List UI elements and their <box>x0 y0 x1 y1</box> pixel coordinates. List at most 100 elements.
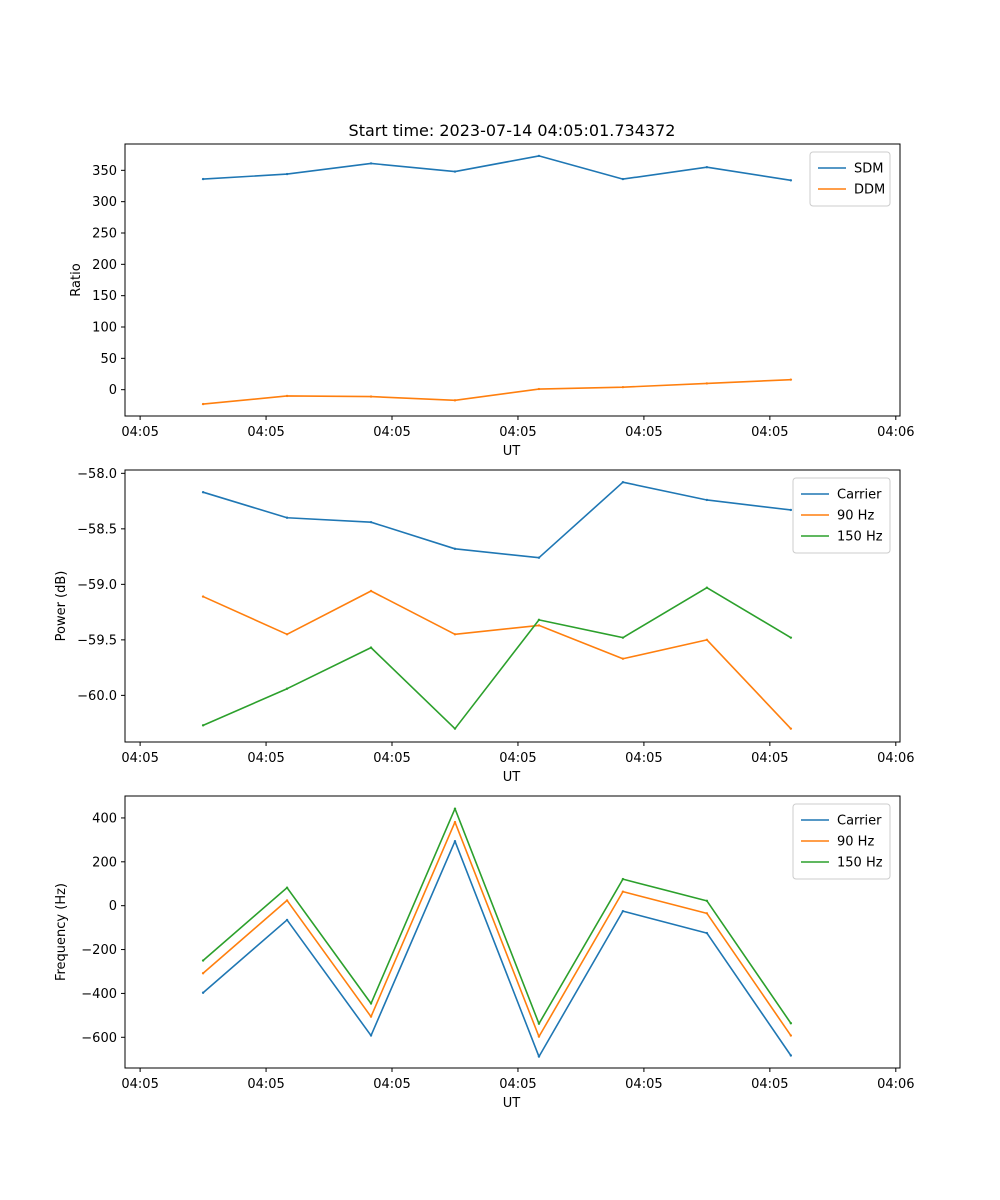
data-point <box>453 807 457 810</box>
legend-label: 90 Hz <box>837 835 874 850</box>
x-tick-label: 04:06 <box>877 425 914 440</box>
series-line-carrier <box>202 840 792 1058</box>
legend-box <box>792 803 891 880</box>
x-tick-label: 04:05 <box>751 751 788 766</box>
y-tick-label: 0 <box>109 899 117 914</box>
x-tick-label: 04:05 <box>247 1077 284 1092</box>
legend: Carrier 90 Hz 150 Hz <box>792 803 891 880</box>
legend-label: Carrier <box>837 814 882 829</box>
data-point <box>705 586 709 589</box>
x-tick-label: 04:06 <box>877 1077 914 1092</box>
x-tick-label: 04:05 <box>751 425 788 440</box>
chart-title: Start time: 2023-07-14 04:05:01.734372 <box>349 121 676 140</box>
data-point <box>369 1002 373 1005</box>
y-axis-label: Power (dB) <box>54 571 69 642</box>
x-tick-label: 04:05 <box>121 1077 158 1092</box>
data-point <box>201 972 205 975</box>
x-tick-label: 04:05 <box>373 1077 410 1092</box>
data-point <box>537 1035 541 1038</box>
plot-frame <box>124 795 901 1069</box>
data-point <box>621 636 625 639</box>
y-tick-label: −200 <box>81 943 117 958</box>
legend-box <box>792 477 891 554</box>
y-tick-label: 200 <box>92 258 117 273</box>
data-point <box>705 498 709 502</box>
data-point <box>453 547 457 551</box>
y-tick-label: −59.0 <box>77 578 117 593</box>
series-line-150-hz <box>202 807 792 1025</box>
y-tick-label: 50 <box>100 352 117 367</box>
data-point <box>621 177 625 181</box>
y-tick-label: 400 <box>92 811 117 826</box>
x-tick-label: 04:05 <box>625 425 662 440</box>
x-tick-label: 04:05 <box>625 751 662 766</box>
y-axis-label: Frequency (Hz) <box>54 883 69 981</box>
data-point <box>789 378 793 381</box>
data-point <box>789 179 793 182</box>
data-point <box>453 633 457 636</box>
y-axis-label: Ratio <box>69 263 84 296</box>
x-tick-label: 04:05 <box>121 425 158 440</box>
y-tick-label: −59.5 <box>77 633 117 648</box>
data-point <box>537 1022 541 1025</box>
data-point <box>453 727 457 730</box>
data-point <box>285 172 289 176</box>
data-point <box>453 399 457 402</box>
data-point <box>285 899 289 902</box>
data-point <box>285 886 289 889</box>
data-point <box>705 912 709 915</box>
data-point <box>621 890 625 893</box>
x-axis-label: UT <box>503 444 521 459</box>
data-point <box>789 636 793 639</box>
data-point <box>789 1034 793 1037</box>
series-line-90-hz <box>202 590 792 730</box>
data-point <box>369 589 373 593</box>
y-tick-label: 0 <box>109 383 117 398</box>
series-line-carrier <box>202 481 792 559</box>
data-point <box>621 657 625 660</box>
data-point <box>453 820 457 824</box>
series-line-90-hz <box>202 821 792 1038</box>
data-point <box>789 727 793 730</box>
data-point <box>201 402 205 406</box>
data-point <box>537 387 541 391</box>
data-point <box>537 1055 541 1058</box>
data-point <box>369 1015 373 1018</box>
legend-box <box>809 151 891 207</box>
data-point <box>705 382 709 385</box>
data-point <box>285 516 289 519</box>
data-point <box>285 918 289 922</box>
series-line-150-hz <box>202 586 792 730</box>
data-point <box>201 959 205 962</box>
data-point <box>369 1034 373 1037</box>
data-point <box>201 595 205 598</box>
series-line-ddm <box>202 378 792 405</box>
y-tick-label: 100 <box>92 321 117 336</box>
data-point <box>369 646 373 649</box>
data-point <box>789 1054 793 1057</box>
data-point <box>621 909 625 913</box>
panel-1: 04:05 04:05 04:05 04:05 04:05 04:05 04:06 0 50 10… <box>69 143 915 459</box>
y-tick-label: −400 <box>81 987 117 1002</box>
data-point <box>621 877 625 881</box>
panel-3: 04:05 04:05 04:05 04:05 04:05 04:05 04:06 −600 −… <box>54 795 915 1111</box>
legend: Carrier 90 Hz 150 Hz <box>792 477 891 554</box>
plot-frame <box>124 143 901 417</box>
legend-label: SDM <box>854 162 883 177</box>
y-tick-label: −60.0 <box>77 689 117 704</box>
data-point <box>285 394 289 398</box>
data-point <box>789 508 793 512</box>
data-point <box>201 177 205 181</box>
data-point <box>789 1022 793 1025</box>
data-point <box>537 618 541 622</box>
data-point <box>285 633 289 636</box>
data-point <box>537 154 541 158</box>
x-tick-label: 04:05 <box>373 425 410 440</box>
data-point <box>705 638 709 642</box>
x-tick-label: 04:05 <box>247 425 284 440</box>
x-tick-label: 04:05 <box>499 751 536 766</box>
y-tick-label: 150 <box>92 289 117 304</box>
data-point <box>537 624 541 627</box>
x-tick-label: 04:05 <box>499 425 536 440</box>
data-point <box>201 491 205 494</box>
